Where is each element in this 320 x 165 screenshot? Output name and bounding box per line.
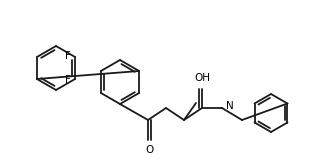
Text: OH: OH <box>194 73 210 83</box>
Text: F: F <box>65 51 71 61</box>
Text: N: N <box>226 101 234 111</box>
Text: F: F <box>65 75 71 85</box>
Text: O: O <box>145 145 154 155</box>
